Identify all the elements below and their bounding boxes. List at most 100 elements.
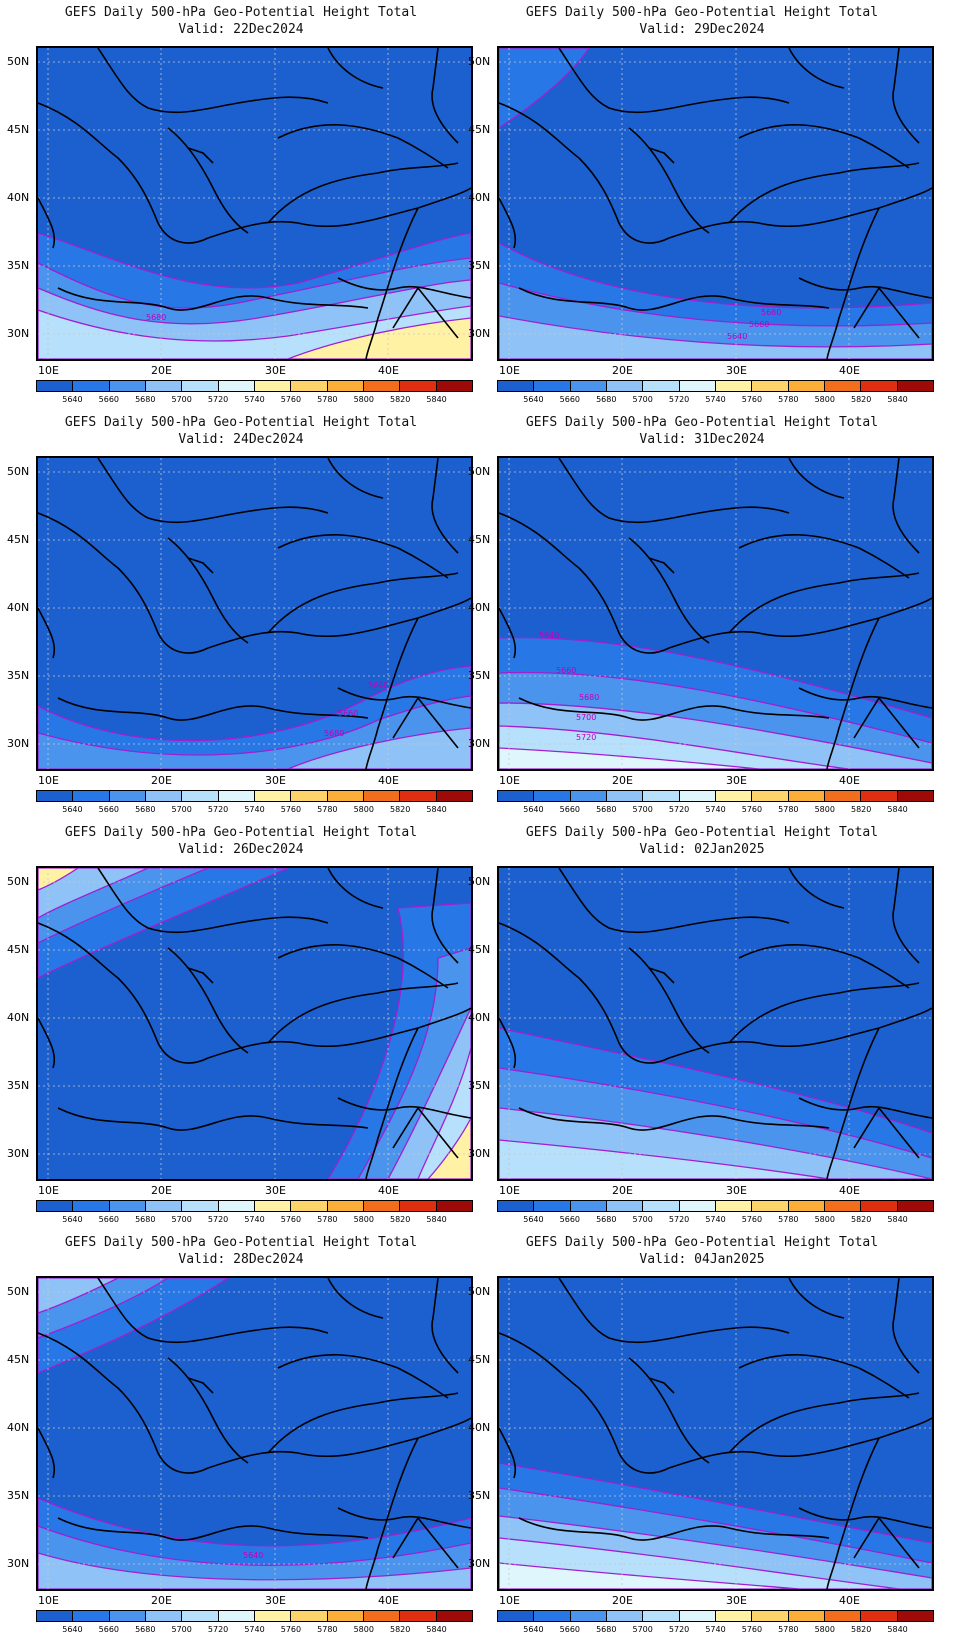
colorbar-label: 5780 [317,1215,338,1224]
panel-valid-date: Valid: 22Dec2024 [178,22,304,37]
coastline [826,207,880,359]
latitude-label: 35N [468,669,491,682]
latitude-label: 40N [7,1011,30,1024]
colorbar-label: 5800 [353,1215,374,1224]
height-field: 5680 [38,48,471,359]
latitude-label: 30N [468,327,491,340]
coastline [826,617,880,769]
colorbar-swatch [363,1611,401,1621]
colorbar-label: 5700 [632,395,653,404]
colorbar-swatch [570,1201,607,1211]
coastline [337,1507,471,1529]
colorbar-swatch [400,1201,437,1211]
colorbar-swatch [715,381,753,391]
coastline [798,687,932,709]
colorbar-swatch [73,1611,110,1621]
colorbar-label: 5840 [426,805,447,814]
colorbar-swatch [254,1201,292,1211]
colorbar-label: 5760 [741,1215,763,1224]
coastline [728,162,920,224]
colorbar-swatch [679,381,716,391]
coastline [97,868,329,934]
coastline [668,597,932,649]
colorbar-label: 5720 [668,1215,690,1224]
contour-label: 5720 [576,733,596,742]
colorbar-swatch [254,1611,292,1621]
coastline [499,102,670,244]
coastline [167,537,249,644]
longitude-label: 30E [726,1594,747,1607]
latitude-label: 40N [7,191,30,204]
colorbar [497,1200,934,1212]
colorbar-swatch [182,1201,219,1211]
colorbar-label: 5780 [317,395,338,404]
longitude-label: 10E [38,1184,59,1197]
coastline [499,197,517,249]
colorbar-label: 5660 [98,805,120,814]
colorbar-label: 5760 [280,395,302,404]
coastline [167,1357,249,1464]
colorbar-swatch [715,1611,753,1621]
colorbar-swatch [606,1611,644,1621]
contour-label: 5700 [576,713,596,722]
colorbar-label: 5660 [559,395,581,404]
panel-title: GEFS Daily 500-hPa Geo-Potential Height … [525,825,879,840]
map-frame: 5680 5660 5640 [497,46,934,361]
colorbar-swatch [145,791,183,801]
contour-label: 5680 [579,693,599,702]
map-panel: GEFS Daily 500-hPa Geo-Potential Height … [0,1230,482,1640]
coastline [648,967,675,984]
colorbar-swatch [363,381,401,391]
panel-title: GEFS Daily 500-hPa Geo-Potential Height … [64,5,418,20]
colorbar-label: 5700 [632,805,653,814]
colorbar-label: 5800 [814,1215,835,1224]
colorbar-label: 5720 [207,395,229,404]
coastline [499,1427,517,1479]
latitude-label: 35N [7,259,30,272]
colorbar [497,790,934,802]
coastline [38,512,209,654]
coastline [518,287,830,311]
colorbar-swatch [824,381,862,391]
colorbar-label: 5700 [171,805,192,814]
colorbar-label: 5840 [887,1625,908,1634]
map-panel: GEFS Daily 500-hPa Geo-Potential Height … [461,410,943,820]
colorbar-label: 5680 [135,395,156,404]
latitude-label: 45N [468,1353,491,1366]
colorbar-swatch [679,1611,716,1621]
colorbar-label: 5660 [98,1215,120,1224]
colorbar-swatch [752,381,789,391]
coastline [327,458,384,499]
latitude-label: 50N [468,875,491,888]
latitude-label: 40N [468,1011,491,1024]
coastline [431,868,459,964]
coastline [892,868,920,964]
colorbar-swatch [824,1611,862,1621]
colorbar-label: 5640 [62,1625,83,1634]
longitude-label: 20E [612,1594,633,1607]
coastline [558,1278,790,1344]
coastline [57,287,369,311]
colorbar-swatch [534,1201,571,1211]
coastline [648,1377,675,1394]
map-frame: 5640 [36,1276,473,1591]
coastline [648,147,675,164]
colorbar-swatch [897,381,933,391]
panel-valid-date: Valid: 31Dec2024 [639,432,765,447]
colorbar-label: 5800 [353,1625,374,1634]
colorbar-label: 5800 [814,1625,835,1634]
latitude-label: 35N [468,259,491,272]
longitude-label: 10E [38,364,59,377]
colorbar [497,1610,934,1622]
contour-band [38,868,149,919]
colorbar-label: 5740 [244,1215,265,1224]
contour-band [499,1562,800,1589]
colorbar [36,790,473,802]
colorbar-swatch [291,791,328,801]
coastline [365,207,419,359]
map-frame [36,866,473,1181]
longitude-label: 40E [839,1184,860,1197]
contour-band [499,1139,830,1179]
colorbar-label: 5740 [705,395,726,404]
longitude-label: 40E [839,364,860,377]
